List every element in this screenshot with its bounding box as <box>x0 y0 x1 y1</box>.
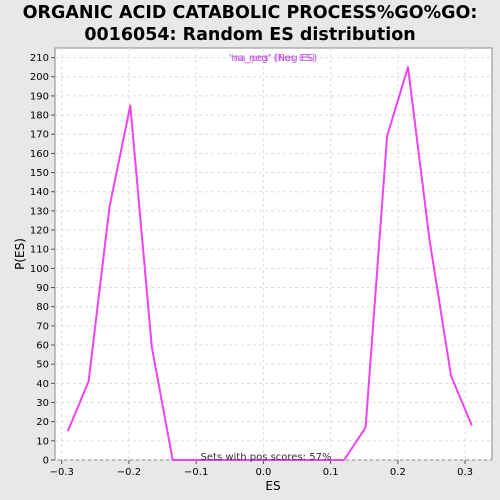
y-tick-label: 200 <box>30 72 49 83</box>
series-line-1 <box>343 66 473 461</box>
y-tick-label: 10 <box>36 436 49 447</box>
y-tick-label: 60 <box>36 341 49 352</box>
y-tick-label: 170 <box>30 130 49 141</box>
y-tick-label: 180 <box>30 111 49 122</box>
y-tick-label: 80 <box>36 302 49 313</box>
x-tick-label: 0.1 <box>323 467 339 478</box>
y-tick-label: 210 <box>30 53 49 64</box>
x-axis-title: ES <box>265 479 280 493</box>
x-tick-label: 0.0 <box>255 467 271 478</box>
pos-scores-annotation: Sets with pos scores: 57% <box>201 452 332 463</box>
y-tick-label: 120 <box>30 226 49 237</box>
chart-title: ORGANIC ACID CATABOLIC PROCESS%GO%GO: 00… <box>0 2 500 46</box>
y-tick-label: 20 <box>36 417 49 428</box>
x-tick-label: 0.3 <box>457 467 473 478</box>
y-tick-label: 160 <box>30 149 49 160</box>
y-tick-label: 130 <box>30 206 49 217</box>
y-tick-label: 50 <box>36 360 49 371</box>
y-tick-label: 190 <box>30 91 49 102</box>
series-lines <box>66 66 473 461</box>
y-tick-label: 100 <box>30 264 49 275</box>
y-tick-label: 140 <box>30 187 49 198</box>
y-tick-label: 90 <box>36 283 49 294</box>
legend-pos: 'na_pos' (Pos ES) <box>231 53 316 64</box>
x-tick-label: −0.3 <box>50 467 74 478</box>
axes: 0 10 20 30 40 50 60 70 80 90 100 110 120 130 140 150 160… <box>30 53 473 478</box>
chart-title-line1: ORGANIC ACID CATABOLIC PROCESS%GO%GO: <box>22 3 478 23</box>
y-tick-label: 40 <box>36 379 49 390</box>
chart-title-line2: 0016054: Random ES distribution <box>84 25 416 45</box>
x-tick-label: −0.1 <box>184 467 208 478</box>
plot-area <box>54 47 493 461</box>
legend-neg: 'na_neg' (Neg ES) <box>229 53 318 64</box>
y-tick-label: 30 <box>36 398 49 409</box>
y-axis-title: P(ES) <box>13 238 27 270</box>
x-tick-label: −0.2 <box>117 467 141 478</box>
y-tick-label: 150 <box>30 168 49 179</box>
y-tick-label: 70 <box>36 321 49 332</box>
x-tick-label: 0.2 <box>390 467 406 478</box>
y-tick-label: 0 <box>43 456 49 467</box>
y-tick-label: 110 <box>30 245 49 256</box>
grid-lines <box>55 48 492 461</box>
